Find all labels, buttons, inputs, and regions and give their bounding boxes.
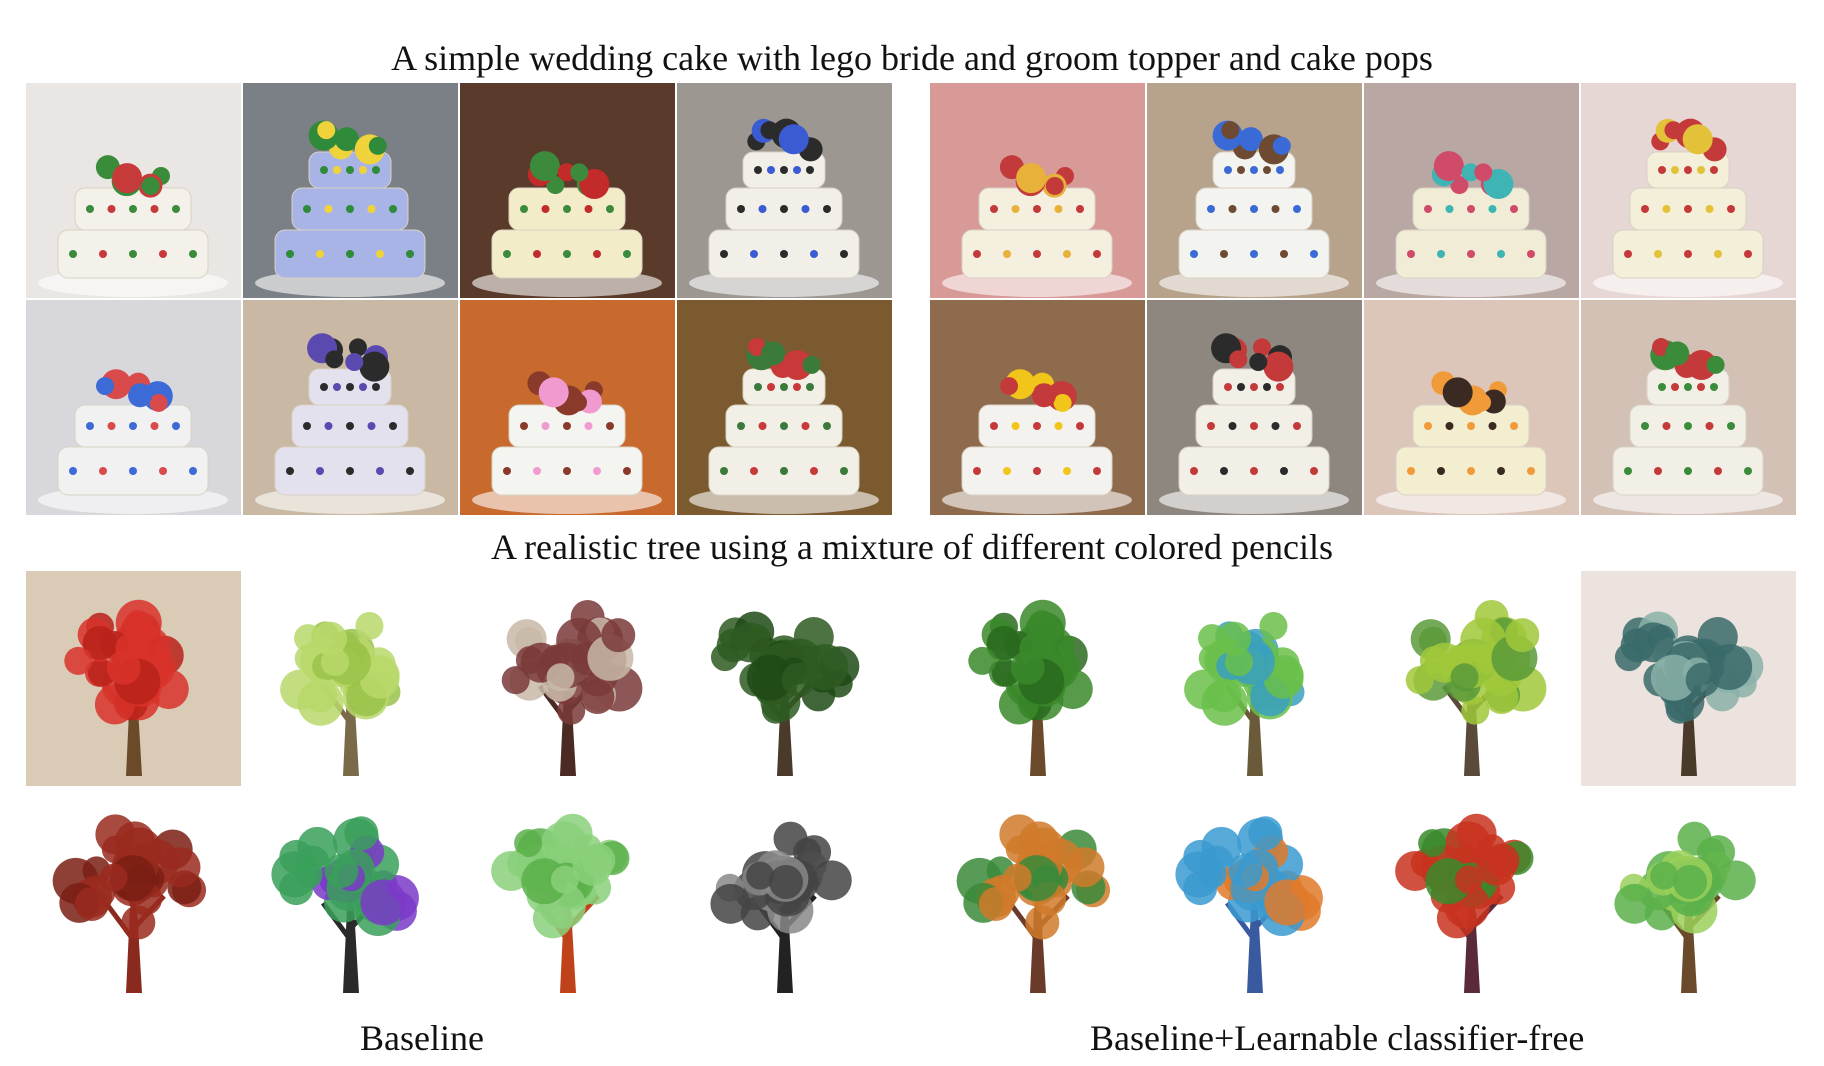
cake-image [1581,83,1796,298]
tree-image [1364,788,1579,1003]
caption-top: A simple wedding cake with lego bride an… [391,38,1433,78]
cake-image [243,83,458,298]
panel-tree-learnable [930,571,1796,1003]
cake-image [1364,300,1579,515]
tree-image [26,571,241,786]
tree-image [677,788,892,1003]
tree-image [26,788,241,1003]
cake-image [1364,83,1579,298]
cake-image [930,83,1145,298]
panel-cake-baseline [26,83,892,515]
tree-image [243,571,458,786]
tree-image [1147,788,1362,1003]
cake-image [26,300,241,515]
tree-image [930,571,1145,786]
cake-image [1581,300,1796,515]
cake-image [677,300,892,515]
tree-image [460,788,675,1003]
cake-image [677,83,892,298]
tree-image [1147,571,1362,786]
panel-cake-learnable [930,83,1796,515]
tree-image [1581,571,1796,786]
panel-tree-baseline [26,571,892,1003]
tree-image [243,788,458,1003]
cake-image [930,300,1145,515]
cake-image [26,83,241,298]
tree-image [677,571,892,786]
caption-middle: A realistic tree using a mixture of diff… [490,527,1334,567]
tree-image [1364,571,1579,786]
cake-image [460,83,675,298]
tree-image [930,788,1145,1003]
tree-image [1581,788,1796,1003]
cake-image [1147,83,1362,298]
label-baseline: Baseline [360,1018,484,1058]
cake-image [243,300,458,515]
cake-image [1147,300,1362,515]
cake-image [460,300,675,515]
label-learnable: Baseline+Learnable classifier-free [1090,1018,1585,1058]
tree-image [460,571,675,786]
